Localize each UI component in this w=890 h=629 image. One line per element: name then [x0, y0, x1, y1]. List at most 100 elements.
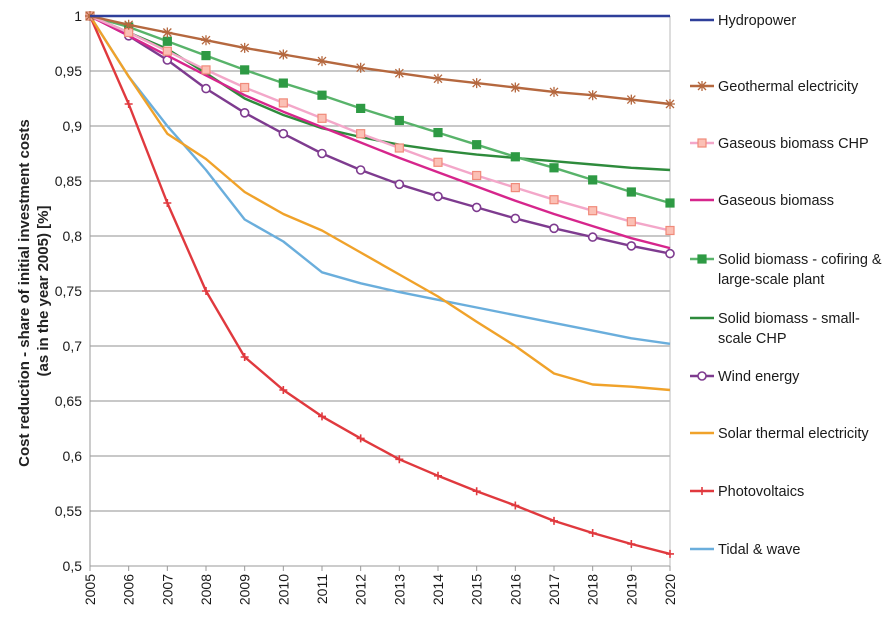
legend-item: Solid biomass - small-scale CHP	[690, 311, 860, 347]
legend-marker	[697, 254, 707, 264]
data-point	[472, 170, 482, 181]
legend-marker	[698, 487, 706, 495]
data-point	[587, 90, 598, 101]
x-tick-label: 2006	[121, 574, 137, 605]
data-point	[626, 241, 637, 251]
data-point	[665, 225, 675, 236]
y-tick-label: 0,9	[63, 118, 83, 134]
data-point	[471, 78, 482, 89]
legend-item: Solar thermal electricity	[690, 426, 869, 442]
data-point	[549, 86, 559, 97]
data-point	[665, 99, 675, 109]
data-point	[626, 94, 637, 105]
legend-item: Hydropower	[690, 13, 796, 29]
x-tick-label: 2012	[353, 574, 369, 605]
data-point	[626, 187, 636, 197]
data-point	[433, 157, 443, 167]
data-point	[317, 56, 327, 67]
legend-label: Solid biomass - cofiring &	[718, 252, 882, 268]
data-point	[588, 206, 598, 216]
y-tick-label: 0,95	[55, 63, 82, 79]
data-point	[239, 108, 250, 118]
data-point	[279, 386, 288, 394]
series-tidal-wave	[88, 15, 671, 345]
data-point	[162, 36, 172, 46]
data-point	[433, 191, 443, 202]
legend-label: Wind energy	[718, 369, 800, 385]
y-tick-label: 0,8	[63, 228, 83, 244]
legend-label: Gaseous biomass	[718, 193, 834, 209]
data-point	[549, 163, 559, 173]
x-tick-label: 2010	[275, 574, 291, 605]
series-wind-energy	[85, 11, 675, 259]
data-point	[355, 62, 366, 73]
x-tick-label: 2015	[469, 574, 485, 605]
data-point	[317, 113, 327, 123]
data-point	[433, 128, 443, 138]
series-gaseous-biomass	[89, 14, 671, 250]
y-tick-label: 0,7	[63, 338, 83, 354]
data-point	[317, 90, 327, 100]
data-point	[472, 140, 482, 150]
data-point	[472, 487, 481, 496]
legend-item: Solid biomass - cofiring & large-scale pl…	[690, 252, 882, 288]
x-tick-label: 2009	[237, 574, 253, 605]
data-point	[510, 152, 520, 162]
series-photovoltaics	[86, 12, 674, 558]
data-point	[394, 143, 404, 153]
data-point	[124, 100, 133, 108]
legend-item: Photovoltaics	[690, 484, 804, 500]
data-point	[511, 501, 520, 510]
data-point	[627, 540, 636, 548]
legend-marker	[697, 81, 707, 91]
legend-label: Solar thermal electricity	[718, 426, 869, 442]
data-point	[587, 232, 598, 242]
data-point	[278, 78, 288, 88]
data-point	[278, 98, 288, 108]
y-tick-label: 0,55	[55, 503, 82, 519]
legend-marker	[697, 371, 707, 381]
legend-item: Tidal & wave	[690, 542, 800, 558]
series-line	[89, 14, 671, 255]
series-lines	[85, 11, 675, 558]
data-point	[550, 516, 558, 525]
x-tick-label: 2008	[198, 574, 214, 605]
data-point	[588, 529, 597, 537]
data-point	[202, 287, 210, 295]
legend-label: large-scale plant	[718, 272, 824, 288]
data-point	[201, 50, 211, 61]
y-tick-label: 0,85	[55, 173, 82, 189]
data-point	[356, 103, 366, 114]
legend-label: scale CHP	[718, 331, 787, 347]
x-tick-label: 2013	[391, 574, 407, 605]
data-point	[394, 179, 405, 190]
data-point	[665, 198, 675, 208]
legend-label: Tidal & wave	[718, 542, 800, 558]
data-point	[665, 248, 675, 259]
x-tick-label: 2019	[623, 574, 639, 605]
y-axis-label-line-1: Cost reduction - share of initial invest…	[16, 119, 33, 467]
series-line	[89, 14, 671, 232]
data-point	[434, 471, 442, 480]
x-tick-label: 2020	[662, 574, 678, 605]
data-point	[240, 353, 249, 361]
legend-marker	[697, 138, 707, 148]
legend-item: Gaseous biomass	[690, 193, 834, 209]
x-tick-label: 2011	[314, 574, 330, 604]
y-tick-label: 0,75	[55, 283, 82, 299]
data-point	[123, 19, 134, 30]
x-tick-label: 2007	[159, 574, 175, 605]
data-point	[278, 128, 289, 139]
data-point	[318, 412, 326, 421]
series-solar-thermal-electricity	[88, 15, 671, 392]
data-point	[549, 223, 559, 234]
series-line	[88, 15, 671, 556]
x-tick-label: 2018	[585, 574, 601, 605]
series-solid-biomass-cofiring-large-scale-plant	[85, 11, 675, 208]
legend-label: Solid biomass - small-	[718, 311, 860, 327]
legend-label: Gaseous biomass CHP	[718, 136, 869, 152]
x-tick-label: 2014	[430, 574, 446, 605]
data-point	[317, 148, 327, 159]
data-point	[201, 65, 211, 75]
